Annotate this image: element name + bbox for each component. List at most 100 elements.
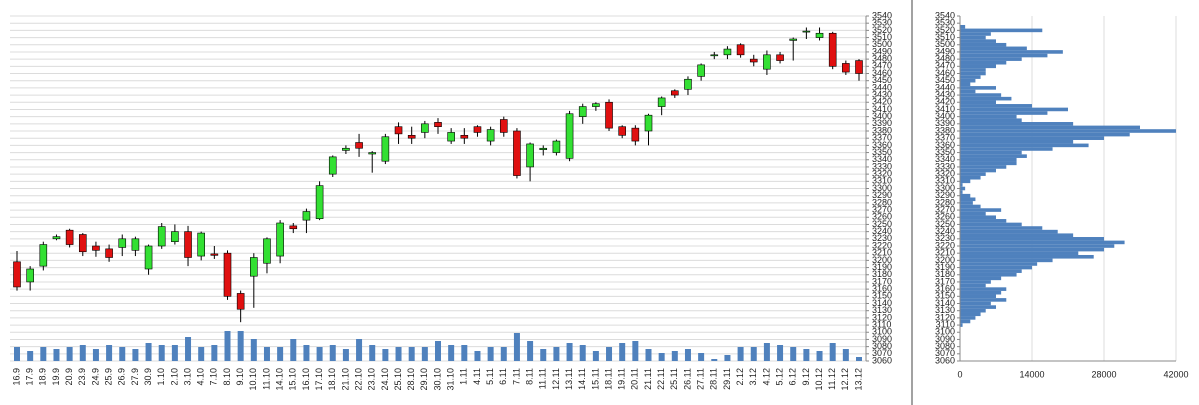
candle-body — [499, 119, 508, 133]
y-tick-label: 3220 — [872, 240, 892, 250]
volume-bar — [119, 347, 126, 361]
x-tick-label: 20.9 — [64, 368, 74, 386]
volume-bar — [500, 347, 507, 361]
candle-body — [407, 135, 416, 139]
profile-bar — [960, 154, 1027, 158]
candle-body — [263, 238, 271, 264]
x-tick-label: 1.11 — [459, 368, 469, 385]
x-tick-label: 4.10 — [196, 368, 206, 386]
y-tick-label: 3540 — [935, 10, 955, 20]
volume-bar — [579, 345, 586, 361]
profile-bar — [960, 172, 986, 176]
profile-bar — [960, 168, 996, 173]
y-tick-label: 3520 — [935, 25, 955, 35]
x-tick-label: 2.10 — [169, 368, 179, 386]
y-tick-label: 3530 — [935, 18, 955, 28]
volume-bar — [737, 347, 744, 361]
profile-bar — [960, 118, 1022, 123]
candle-body — [26, 268, 34, 283]
x-tick-label: 8.10 — [222, 368, 232, 386]
profile-bar — [960, 82, 971, 87]
volume-bar — [395, 347, 402, 361]
profile-bar — [960, 258, 1053, 263]
x-tick-label: 17.10 — [314, 368, 324, 391]
y-tick-label: 3390 — [935, 118, 955, 128]
candle-body — [644, 114, 653, 132]
profile-bar — [960, 183, 963, 187]
candle-body — [842, 63, 850, 73]
volume-bar — [658, 353, 665, 361]
candle-body — [447, 132, 455, 142]
candle-body — [328, 156, 337, 175]
y-tick-label: 3350 — [935, 147, 955, 157]
y-tick-label: 3270 — [935, 204, 955, 214]
volume-bar — [698, 353, 705, 361]
profile-bar — [960, 226, 1043, 230]
volume-bar — [263, 347, 270, 361]
profile-bar — [960, 262, 1038, 266]
profile-bar — [960, 237, 1104, 241]
volume-bar — [342, 349, 349, 361]
candle-body — [605, 101, 613, 129]
profile-bar — [960, 86, 996, 90]
candle-body — [618, 126, 626, 136]
candle-body — [473, 126, 482, 133]
y-tick-label: 3470 — [935, 61, 955, 71]
x-tick-label: 8.11 — [524, 368, 534, 385]
profile-bar — [960, 201, 973, 205]
y-tick-label: 3470 — [872, 61, 892, 71]
volume-bar — [316, 347, 323, 361]
x-tick-label: 27.9 — [130, 368, 140, 386]
x-tick-label: 5.11 — [485, 368, 495, 385]
candle-body — [723, 48, 732, 56]
profile-bar — [960, 244, 1115, 248]
candle-body — [368, 152, 377, 155]
candle-body — [210, 253, 219, 256]
candle-body — [315, 185, 324, 219]
y-tick-label: 3520 — [872, 25, 892, 35]
profile-bar — [960, 211, 986, 216]
volume-bar — [211, 345, 218, 361]
profile-bar — [960, 78, 976, 83]
volume-bar — [132, 349, 139, 361]
candle-body — [802, 30, 811, 33]
y-tick-label: 3440 — [872, 82, 892, 92]
x-tick-label: 1.10 — [156, 368, 166, 386]
candle-body — [131, 238, 140, 251]
candle-body — [65, 229, 74, 245]
y-tick-label: 3350 — [872, 147, 892, 157]
volume-bar — [763, 343, 770, 361]
candle-body — [789, 38, 798, 41]
x-tick-label: 42000 — [1163, 369, 1188, 379]
x-tick-label: 12.11 — [551, 368, 561, 390]
volume-bar — [592, 351, 599, 361]
profile-bar — [960, 71, 986, 76]
y-tick-label: 3230 — [935, 233, 955, 243]
candle-body — [763, 54, 771, 70]
profile-bar — [960, 75, 981, 79]
y-tick-label: 3160 — [935, 284, 955, 294]
y-tick-label: 3080 — [935, 341, 955, 351]
profile-bar — [960, 129, 1176, 133]
x-tick-label: 7.10 — [209, 368, 219, 386]
y-tick-label: 3310 — [872, 176, 892, 186]
x-tick-label: 4.11 — [472, 368, 482, 385]
x-tick-label: 14.11 — [577, 368, 587, 390]
candle-body — [513, 130, 521, 176]
volume-bar — [553, 347, 560, 361]
volume-bar — [198, 347, 205, 361]
y-tick-label: 3070 — [872, 348, 892, 358]
y-tick-label: 3070 — [935, 348, 955, 358]
y-tick-label: 3410 — [935, 104, 955, 114]
y-tick-label: 3130 — [872, 305, 892, 315]
y-tick-label: 3160 — [872, 284, 892, 294]
y-tick-label: 3450 — [872, 75, 892, 85]
volume-bar — [527, 341, 534, 361]
y-tick-label: 3130 — [935, 305, 955, 315]
volume-bar — [14, 347, 20, 361]
x-tick-label: 9.10 — [235, 368, 245, 386]
profile-bar — [960, 294, 996, 299]
candle-body — [486, 129, 495, 142]
volume-bar — [145, 343, 152, 361]
y-tick-label: 3110 — [872, 319, 891, 329]
